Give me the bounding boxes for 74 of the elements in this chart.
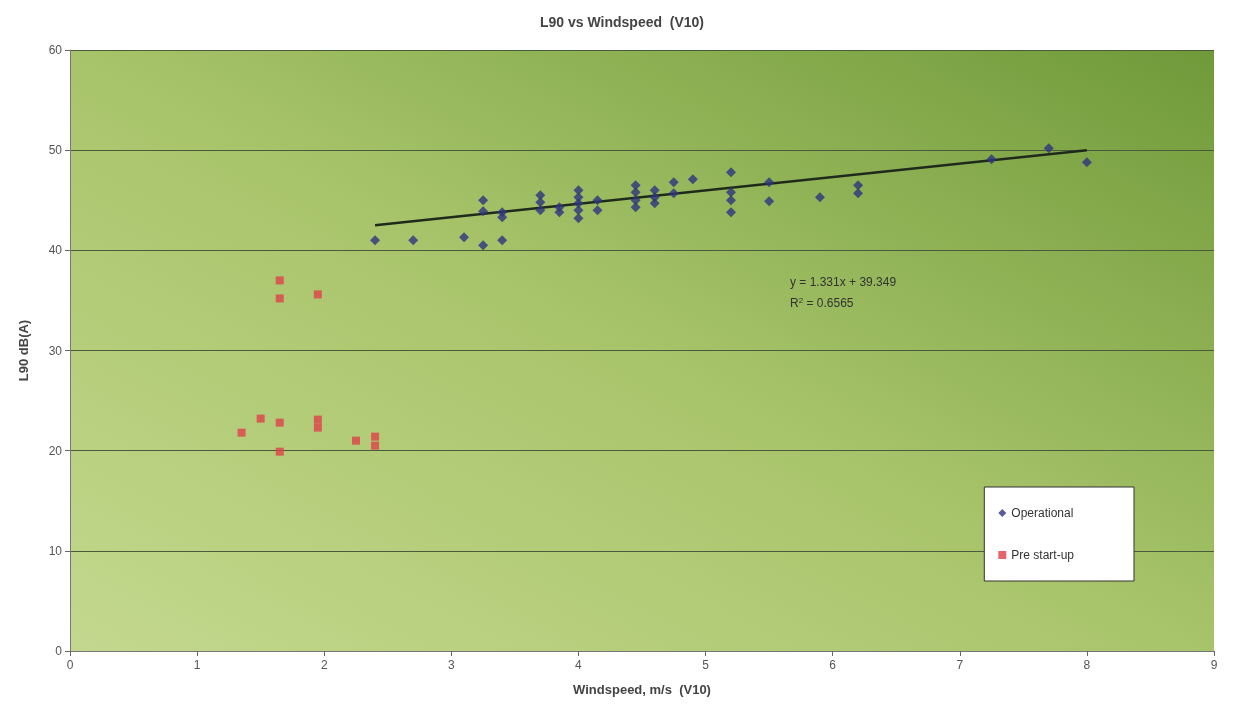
point [275, 294, 284, 303]
point [573, 205, 584, 216]
y-tick-label: 50 [48, 143, 63, 158]
point [986, 154, 997, 165]
point [725, 187, 736, 198]
point [478, 206, 489, 217]
point [313, 423, 322, 432]
point [535, 190, 546, 201]
point [497, 212, 508, 223]
point [408, 235, 419, 246]
point [478, 240, 489, 251]
point [1043, 143, 1054, 154]
y-axis-title: L90 dB(A) [16, 319, 31, 382]
point [725, 195, 736, 206]
point [725, 207, 736, 218]
point [535, 197, 546, 208]
point [668, 188, 679, 199]
point [275, 276, 284, 285]
y-tick-label: 40 [48, 243, 63, 258]
legend-label: Pre start-up [1011, 548, 1075, 562]
point [352, 436, 360, 445]
x-tick-label: 5 [702, 658, 710, 672]
point [853, 188, 864, 199]
point [1081, 157, 1092, 168]
point [687, 174, 698, 185]
point [592, 195, 603, 206]
point [573, 198, 584, 209]
point [668, 177, 679, 188]
point [371, 441, 380, 450]
point [497, 235, 508, 246]
point [370, 235, 381, 246]
point [764, 196, 775, 207]
point [764, 177, 775, 188]
point [478, 195, 489, 206]
point [371, 432, 380, 441]
annotation: y = 1.331x + 39.349 [790, 275, 897, 289]
point [814, 192, 825, 203]
point [649, 198, 660, 209]
y-tick-label: 0 [55, 644, 63, 658]
point [592, 205, 603, 216]
point [630, 187, 641, 198]
point [649, 185, 660, 196]
point [535, 205, 546, 216]
y-tick-label: 20 [48, 443, 63, 458]
point [313, 415, 322, 424]
point [630, 202, 641, 213]
point [573, 185, 584, 196]
point [275, 418, 284, 427]
y-tick-label: 30 [48, 343, 63, 358]
x-axis-title: Windspeed, m/s (V10) [573, 682, 711, 697]
point [459, 232, 470, 243]
x-tick-label: 9 [1210, 658, 1218, 672]
point [725, 167, 736, 178]
point [630, 195, 641, 206]
point [313, 290, 322, 299]
x-tick-label: 8 [1083, 658, 1091, 672]
x-tick-label: 1 [193, 658, 201, 672]
legend-label: Operational [1011, 506, 1074, 520]
point [256, 414, 265, 423]
point [275, 447, 284, 456]
point [630, 180, 641, 191]
point [853, 180, 864, 191]
chart-title: L90 vs Windspeed (V10) [539, 14, 705, 30]
x-tick-label: 0 [66, 658, 74, 672]
x-tick-label: 6 [829, 658, 837, 672]
point [237, 428, 246, 437]
x-tick-label: 4 [575, 658, 583, 672]
point [573, 213, 584, 224]
x-tick-label: 7 [956, 658, 964, 672]
x-tick-label: 3 [447, 658, 455, 672]
y-tick-label: 10 [48, 543, 63, 558]
y-tick-label: 60 [48, 43, 63, 57]
point [554, 207, 565, 218]
x-tick-label: 2 [320, 658, 328, 672]
